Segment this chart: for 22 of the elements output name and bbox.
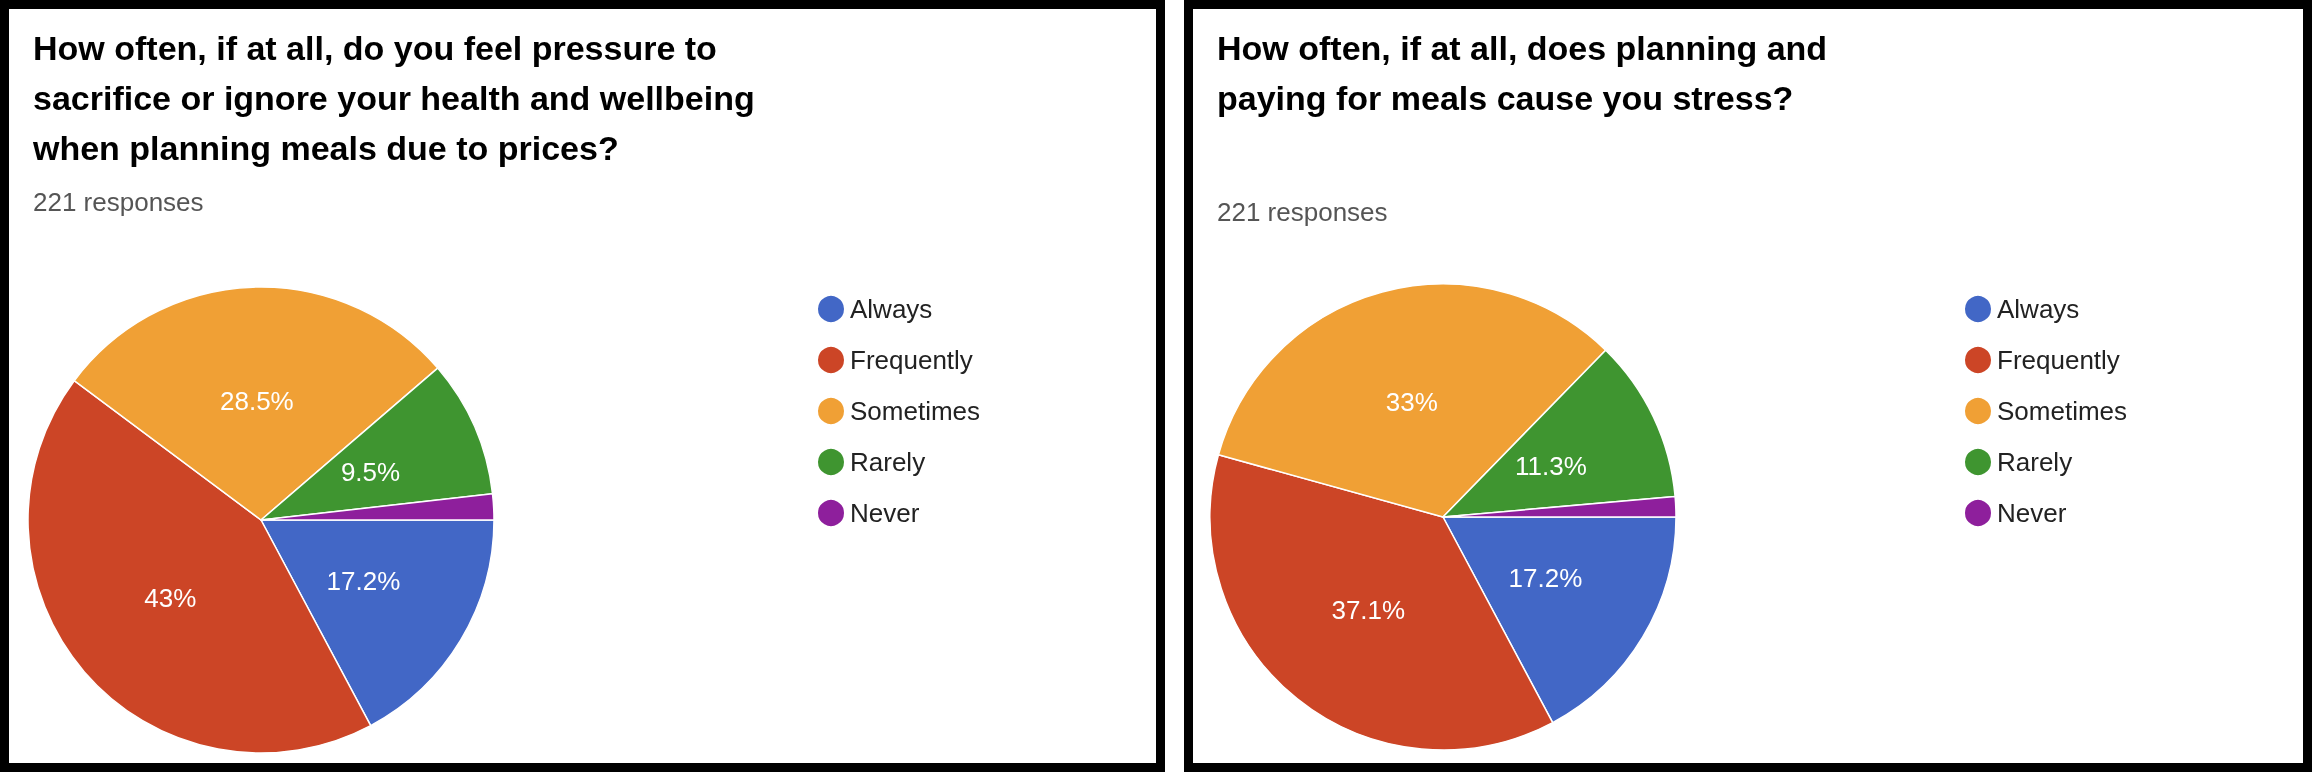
legend-label: Always <box>1997 294 2080 324</box>
legend-label: Frequently <box>1997 345 2120 375</box>
data-label: 37.1% <box>1331 595 1406 626</box>
legend-label: Rarely <box>1997 447 2073 477</box>
data-label: 17.2% <box>326 566 401 597</box>
legend-label: Sometimes <box>850 396 981 426</box>
chart-subtitle: 221 responses <box>33 187 204 218</box>
legend-label: Never <box>850 498 920 528</box>
legend-label: Rarely <box>850 447 926 477</box>
data-label: 11.3% <box>1515 450 1587 481</box>
data-label: 17.2% <box>1508 563 1583 594</box>
data-label: 43% <box>144 582 197 613</box>
legend-label: Never <box>1997 498 2067 528</box>
chart-subtitle: 221 responses <box>1217 197 1388 228</box>
data-label: 33% <box>1385 386 1438 417</box>
data-label: 28.5% <box>220 385 294 416</box>
chart-title: How often, if at all, do you feel pressure to sacrifice or ignore your health and wellbeing when planning meals due to prices? <box>33 28 756 169</box>
legend-label: Sometimes <box>1997 396 2128 426</box>
data-label: 9.5% <box>340 457 401 488</box>
legend-label: Frequently <box>850 345 973 375</box>
chart-title: How often, if at all, does planning and paying for meals cause you stress? <box>1217 28 1829 119</box>
legend-label: Always <box>850 294 933 324</box>
